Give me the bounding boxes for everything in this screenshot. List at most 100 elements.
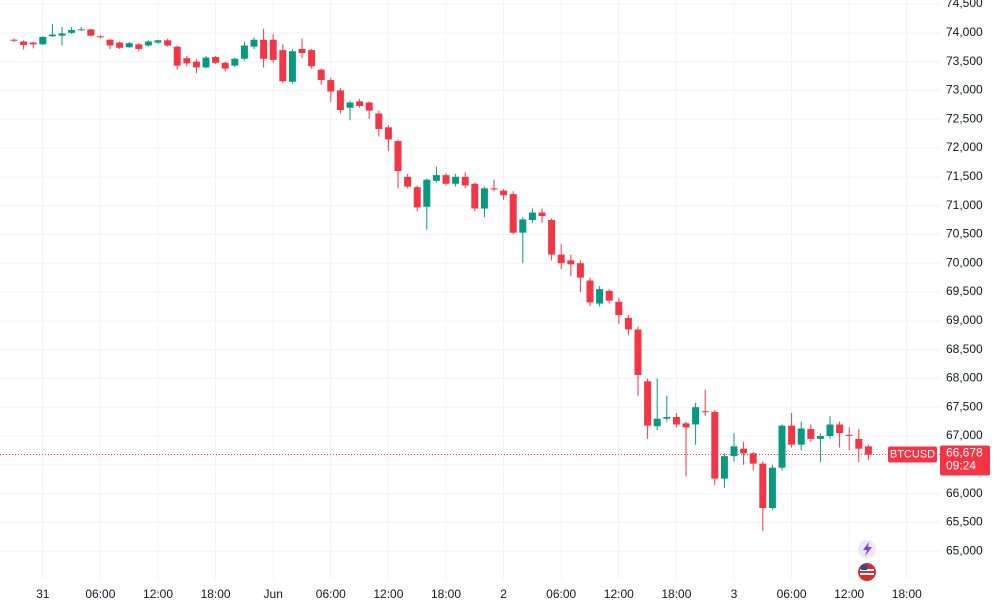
candle-body xyxy=(394,141,402,172)
icon-bolt-shape xyxy=(863,542,872,556)
candle-body xyxy=(845,434,853,436)
candle-body xyxy=(317,69,325,81)
candle-body xyxy=(701,411,709,413)
candle-body xyxy=(720,456,728,479)
candle-body xyxy=(797,428,805,445)
candle-body xyxy=(663,417,671,419)
x-tick-label: 12:00 xyxy=(373,587,403,600)
candle-body xyxy=(336,90,344,111)
y-tick-label: 72,000 xyxy=(946,140,983,154)
candle-body xyxy=(836,424,844,434)
candle-body xyxy=(154,40,162,43)
candle-body xyxy=(20,41,28,45)
x-tick-label: 3 xyxy=(731,587,738,600)
candle-body xyxy=(740,448,748,454)
candle-body xyxy=(452,176,460,184)
y-tick-label: 72,500 xyxy=(946,111,983,125)
candle-body xyxy=(423,179,431,207)
candle-body xyxy=(826,424,834,437)
candle-body xyxy=(39,36,47,45)
candle-body xyxy=(653,418,661,427)
candle-body xyxy=(202,57,210,68)
x-tick-label: 18:00 xyxy=(661,587,691,600)
candle-body xyxy=(711,411,719,479)
price-label: 66,678 xyxy=(946,446,983,460)
y-tick-label: 69,000 xyxy=(946,313,983,327)
x-tick-label: 18:00 xyxy=(892,587,922,600)
candle-body xyxy=(864,446,872,455)
candle-body xyxy=(749,453,757,464)
y-tick-label: 65,000 xyxy=(946,543,983,557)
candle-body xyxy=(567,260,575,265)
y-tick-label: 73,500 xyxy=(946,54,983,68)
candle-body xyxy=(308,50,316,67)
candle-body xyxy=(557,254,565,264)
candle-body xyxy=(269,39,277,60)
candle-body xyxy=(730,446,738,457)
candle-body xyxy=(461,176,469,186)
candle-body xyxy=(298,48,306,53)
candle-body xyxy=(768,467,776,509)
candle-body xyxy=(288,51,296,82)
candle-body xyxy=(221,62,229,69)
candle-body xyxy=(528,212,536,221)
candle-body xyxy=(384,127,392,140)
candle-body xyxy=(576,263,584,278)
candle-body xyxy=(212,57,220,63)
candle-body xyxy=(596,289,604,304)
candle-body xyxy=(778,425,786,468)
y-tick-label: 71,000 xyxy=(946,198,983,212)
candle-body xyxy=(471,183,479,209)
candles xyxy=(0,24,940,532)
x-tick-label: 18:00 xyxy=(431,587,461,600)
candle-body xyxy=(624,317,632,330)
icon-flag-canton xyxy=(861,565,867,570)
icons xyxy=(858,540,876,581)
x-tick-label: 12:00 xyxy=(604,587,634,600)
symbol-label: BTCUSD xyxy=(890,448,935,460)
candle-body xyxy=(96,36,104,38)
countdown-label: 09:24 xyxy=(946,459,976,473)
x-tick-label: 2 xyxy=(500,587,507,600)
y-tick-label: 65,500 xyxy=(946,515,983,529)
y-tick-label: 70,500 xyxy=(946,227,983,241)
price-box xyxy=(940,445,990,476)
candle-body xyxy=(106,39,114,46)
candle-body xyxy=(605,290,613,301)
y-tick-label: 66,000 xyxy=(946,486,983,500)
x-tick-label: 06:00 xyxy=(546,587,576,600)
candle-body xyxy=(586,280,594,303)
candle-body xyxy=(250,39,258,47)
candle-body xyxy=(260,39,268,59)
candle-body xyxy=(816,436,824,439)
candle-body xyxy=(173,46,181,66)
axes: 65,00065,50066,00066,50067,00067,50068,0… xyxy=(36,0,990,600)
x-tick-label: 12:00 xyxy=(143,587,173,600)
candle-body xyxy=(125,43,133,48)
candle-body xyxy=(548,220,556,255)
grid xyxy=(0,0,940,580)
y-tick-label: 67,000 xyxy=(946,428,983,442)
candle-body xyxy=(231,58,239,66)
candle-body xyxy=(855,438,863,449)
candle-body xyxy=(144,41,152,46)
y-tick-label: 74,000 xyxy=(946,25,983,39)
candle-body xyxy=(48,34,56,37)
candle-body xyxy=(519,219,527,233)
symbol-box xyxy=(888,446,937,463)
candle-body xyxy=(759,463,767,509)
candle-body xyxy=(116,42,124,48)
y-tick-label: 67,500 xyxy=(946,399,983,413)
candle-body xyxy=(346,102,354,108)
candle-body xyxy=(634,329,642,375)
candle-body xyxy=(432,175,440,181)
candle-body xyxy=(87,29,95,36)
candle-body xyxy=(538,212,546,216)
y-tick-label: 69,500 xyxy=(946,284,983,298)
candle-body xyxy=(356,101,364,106)
candle-body xyxy=(192,61,200,68)
candle-body xyxy=(672,417,680,425)
candle-body xyxy=(365,102,373,111)
candle-body xyxy=(480,188,488,209)
